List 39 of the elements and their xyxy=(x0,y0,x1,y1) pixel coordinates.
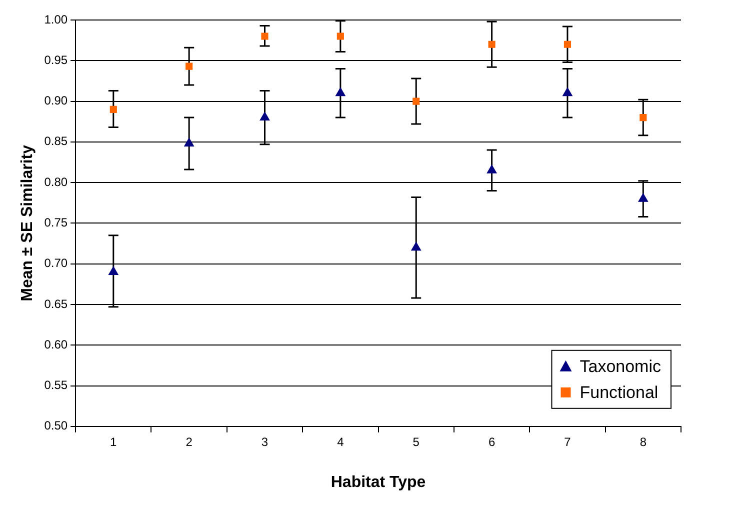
point xyxy=(335,87,346,96)
point xyxy=(412,98,420,105)
y-tick-label: 0.75 xyxy=(44,216,68,230)
point xyxy=(108,266,119,275)
y-tick-label: 0.60 xyxy=(44,337,68,352)
x-tick-label: 1 xyxy=(110,434,118,449)
point xyxy=(640,114,647,122)
x-tick-label: 4 xyxy=(337,434,344,449)
point xyxy=(564,40,572,48)
point xyxy=(562,87,573,96)
x-tick-label: 8 xyxy=(640,434,647,449)
point xyxy=(184,138,194,147)
x-axis-title: Habitat Type xyxy=(330,474,426,491)
y-tick-label: 0.50 xyxy=(44,418,68,433)
point xyxy=(260,112,270,121)
y-tick-label: 0.95 xyxy=(44,52,68,67)
point xyxy=(486,164,497,174)
y-tick-label: 0.85 xyxy=(44,134,68,148)
x-tick-label: 7 xyxy=(564,434,572,449)
point xyxy=(336,32,344,40)
y-tick-label: 0.65 xyxy=(44,296,68,311)
x-tick-label: 5 xyxy=(412,434,420,449)
point xyxy=(110,106,117,113)
point xyxy=(638,192,648,202)
x-tick-label: 3 xyxy=(261,434,268,449)
legend-label: Taxonomic xyxy=(580,357,662,376)
point xyxy=(261,32,268,40)
y-tick-label: 0.55 xyxy=(44,378,68,392)
y-tick-label: 0.70 xyxy=(44,256,68,270)
y-tick-label: 0.80 xyxy=(44,174,68,189)
y-tick-label: 1.00 xyxy=(44,12,68,26)
legend-label: Functional xyxy=(580,383,658,402)
y-axis-title: Mean ± SE Similarity xyxy=(19,144,36,302)
point xyxy=(410,242,422,251)
point xyxy=(488,40,496,48)
x-tick-label: 6 xyxy=(488,434,496,449)
point xyxy=(186,62,193,70)
x-tick-label: 2 xyxy=(186,434,193,449)
y-tick-label: 0.90 xyxy=(44,94,68,108)
